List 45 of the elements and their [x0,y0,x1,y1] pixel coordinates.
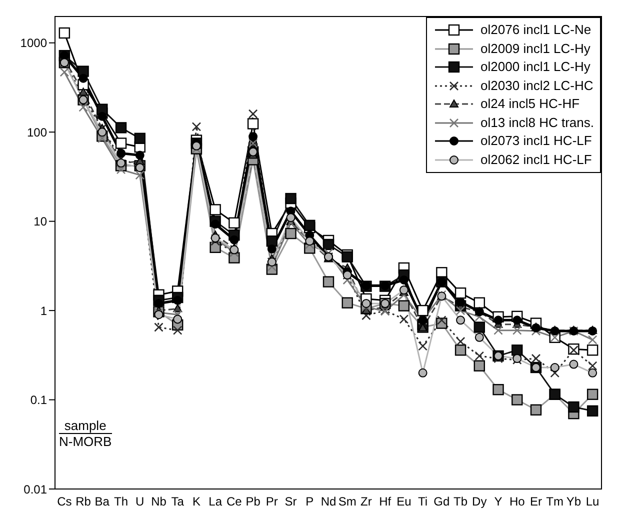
x-tick-label: Ho [509,494,526,509]
x-tick-label: Nb [151,494,167,509]
y-tick-label: 1000 [20,36,48,50]
x-tick-label: Gd [434,494,450,509]
x-tick-label: Eu [396,494,412,509]
legend-label: ol24 incl5 HC-HF [480,95,580,113]
x-tick-label: Cs [57,494,72,509]
y-tick-label: 0.01 [24,482,48,496]
legend-label: ol2073 incl1 HC-LF [480,132,592,150]
x-tick-label: Pb [246,494,261,509]
x-tick-label: Hf [379,494,392,509]
x-tick-label: Ta [171,494,184,509]
x-tick-label: Tm [546,494,564,509]
y-tick-label: 100 [26,125,48,140]
x-tick-label: Er [530,494,542,509]
legend-label: ol2030 incl2 LC-HC [480,76,594,94]
x-tick-label: Nd [320,494,336,509]
x-tick-label: La [208,494,222,509]
x-tick-label: Pr [266,494,278,509]
annotation: N-MORB [59,434,112,449]
legend-label: ol2000 incl1 LC-Hy [480,58,590,76]
y-tick-label: 10 [34,214,48,229]
x-tick-label: Rb [76,494,92,509]
annotation: sample [59,418,112,434]
x-tick-label: Sr [284,494,297,509]
x-tick-label: Th [114,494,128,509]
x-tick-label: Ce [226,494,242,509]
x-tick-label: Lu [586,494,600,509]
legend-label: ol2009 incl1 LC-Hy [480,40,590,58]
y-tick-label: 1 [40,304,48,318]
x-tick-label: Zr [360,494,372,509]
legend-label: ol13 incl8 HC trans. [480,114,594,132]
x-tick-label: P [306,494,314,509]
legend-label: ol2076 incl1 LC-Ne [480,21,592,39]
x-tick-label: K [192,494,200,509]
x-tick-label: Ti [418,494,428,509]
x-tick-label: Tb [454,494,468,509]
x-tick-label: Y [494,494,502,509]
x-tick-label: Yb [566,494,582,509]
x-tick-label: Dy [472,494,487,509]
y-tick-label: 0.1 [30,393,48,408]
x-tick-label: U [136,494,144,509]
x-tick-label: Sm [338,494,356,509]
legend-label: ol2062 incl1 HC-LF [480,150,592,168]
x-tick-label: Ba [94,494,110,509]
